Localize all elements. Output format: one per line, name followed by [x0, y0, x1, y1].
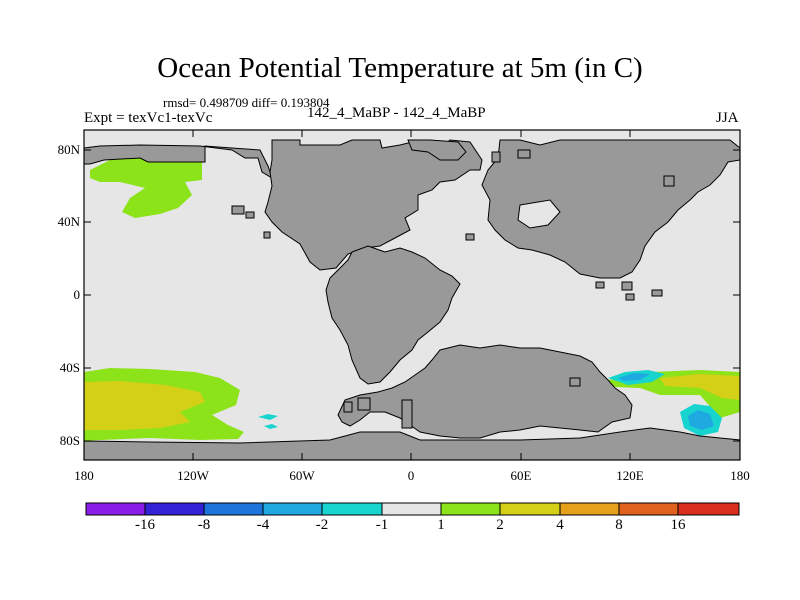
rmsd-stats: rmsd= 0.498709 diff= 0.193804	[163, 95, 330, 110]
anomaly-cool-155e-inner	[688, 410, 714, 430]
colorbar-box-1	[85, 502, 146, 516]
colorbar-box-7	[440, 502, 501, 516]
land-ural-gap	[517, 199, 561, 229]
colorbar-box-6	[381, 502, 442, 516]
land-island-15	[663, 175, 675, 187]
land-island-3	[263, 231, 271, 239]
colorbar-box-8	[499, 502, 561, 516]
land-western-south	[325, 245, 461, 385]
colorbar-label-2: -8	[197, 517, 211, 533]
lat-label-80s: 80S	[59, 433, 80, 448]
colorbar-label-5: -1	[375, 517, 389, 533]
colorbar-label-4: -2	[315, 517, 329, 533]
lon-label-60e: 60E	[510, 468, 532, 483]
colorbar-label-6: 1	[437, 517, 445, 533]
lat-label-0: 0	[73, 287, 81, 302]
lon-label-120e: 120E	[616, 468, 644, 483]
anomaly-cool-90w	[258, 414, 278, 420]
lon-label-180e: 180	[730, 468, 750, 483]
subtitle: 142_4_MaBP - 142_4_MaBP	[307, 105, 486, 121]
colorbar	[85, 502, 740, 516]
land-western-north	[264, 139, 483, 271]
colorbar-label-8: 4	[556, 517, 564, 533]
lon-label-180w: 180	[74, 468, 94, 483]
land-arctic-island	[407, 139, 467, 161]
colorbar-box-4	[262, 502, 323, 516]
colorbar-label-10: 16	[670, 517, 686, 533]
colorbar-box-5	[321, 502, 383, 516]
land-eastern-north	[481, 139, 741, 279]
colorbar-label-9: 8	[615, 517, 623, 533]
axis-ticks	[83, 130, 741, 460]
land-island-10	[465, 233, 475, 241]
land-island-9	[625, 293, 635, 301]
lat-label-40n: 40N	[57, 214, 80, 229]
land-island-1	[231, 205, 245, 215]
anomaly-north-pacific	[90, 157, 202, 218]
land-island-7	[621, 281, 633, 291]
land-island-4	[491, 151, 501, 163]
anomaly-fills	[84, 157, 740, 441]
lon-label-0: 0	[407, 468, 415, 483]
colorbar-label-7: 2	[496, 517, 504, 533]
land-island-12	[343, 401, 353, 413]
anomaly-cool-90w-b	[264, 424, 278, 429]
land-island-6	[595, 281, 605, 289]
colorbar-label-3: -4	[256, 517, 270, 533]
land-masses	[83, 139, 741, 461]
lon-label-60w: 60W	[289, 468, 315, 483]
colorbar-box-2	[144, 502, 205, 516]
land-alaska-arctic	[83, 144, 273, 180]
season-label: JJA	[716, 110, 739, 126]
map-title: Ocean Potential Temperature at 5m (in C)	[157, 52, 643, 84]
experiment-label: Expt = texVc1-texVc	[84, 110, 213, 126]
lat-label-80n: 80N	[57, 142, 80, 157]
anomaly-sw-pacific-yellow	[660, 374, 740, 400]
lat-label-40s: 40S	[59, 360, 80, 375]
colorbar-box-9	[559, 502, 620, 516]
land-island-5	[517, 149, 531, 159]
land-island-14	[401, 399, 413, 429]
colorbar-box-3	[203, 502, 264, 516]
colorbar-box-11	[677, 502, 740, 516]
lon-label-120w: 120W	[177, 468, 209, 483]
land-island-8	[651, 289, 663, 297]
anomaly-cool-120e-inner	[618, 373, 650, 381]
land-island-13	[357, 397, 371, 411]
land-island-2	[245, 211, 255, 219]
anomaly-south-pacific-inner	[84, 381, 205, 430]
land-island-11	[569, 377, 581, 387]
colorbar-box-10	[618, 502, 679, 516]
colorbar-label-1: -16	[135, 517, 155, 533]
